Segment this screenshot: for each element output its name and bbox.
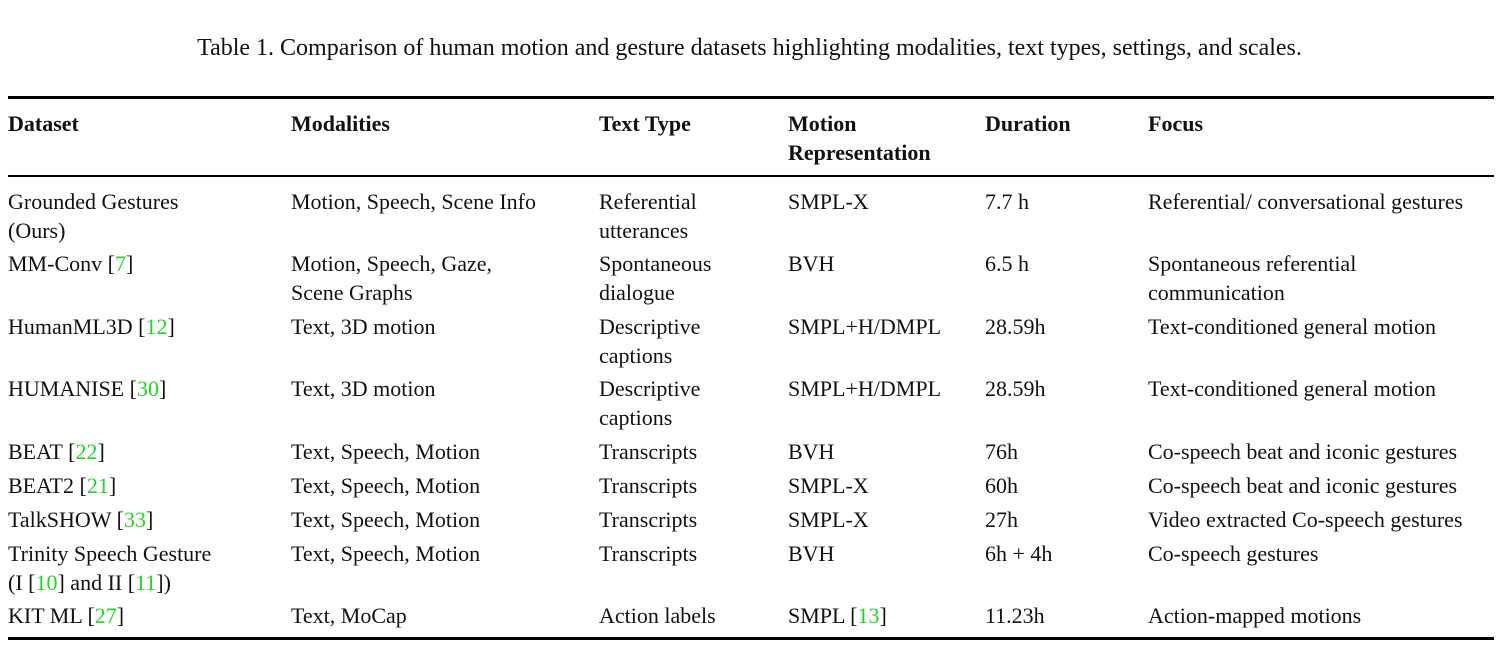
- table-row-focus: Referential/ conversational gestures: [1148, 189, 1464, 214]
- table-row-dataset: Trinity Speech Gesture (I [10] and II [1…: [8, 539, 211, 597]
- header-rule: [8, 175, 1494, 177]
- table-row-focus: Action-mapped motions: [1148, 603, 1362, 628]
- table-row-duration: 27h: [985, 507, 1018, 532]
- table-row-modalities: Text, MoCap: [291, 603, 407, 628]
- table-row-text-type: Action labels: [599, 603, 716, 628]
- table-row-text-type: Descriptive captions: [599, 312, 700, 370]
- table-row-dataset: TalkSHOW [33]: [8, 507, 154, 532]
- table-row-dataset: BEAT2 [21]: [8, 473, 117, 498]
- top-rule: [8, 96, 1494, 99]
- header-motion-line1: Motion: [788, 111, 857, 136]
- table-row-focus: Spontaneous referential communication: [1148, 249, 1356, 307]
- citation-link[interactable]: 10: [35, 570, 58, 595]
- table-caption: Table 1. Comparison of human motion and …: [197, 35, 1302, 61]
- citation-link[interactable]: 22: [75, 439, 98, 464]
- dataset-line: Trinity Speech Gesture: [8, 541, 212, 566]
- citation-link[interactable]: 30: [136, 376, 159, 401]
- header-modalities: Modalities: [291, 111, 390, 136]
- table-row-text-type: Transcripts: [599, 541, 698, 566]
- table-row-motion-rep: BVH: [788, 541, 835, 566]
- dataset-line: (I [10] and II [11]): [8, 570, 171, 595]
- table-row-duration: 28.59h: [985, 314, 1046, 339]
- table-row-duration: 11.23h: [985, 603, 1045, 628]
- table-row-modalities: Text, Speech, Motion: [291, 439, 481, 464]
- table-row-motion-rep: SMPL-X: [788, 507, 869, 532]
- modalities-line: Motion, Speech, Gaze,: [291, 251, 492, 276]
- citation-link[interactable]: 7: [114, 251, 126, 276]
- table-row-text-type: Transcripts: [599, 473, 698, 498]
- table-row-duration: 6h + 4h: [985, 541, 1053, 566]
- table-row-duration: 60h: [985, 473, 1018, 498]
- table-row-focus: Co-speech beat and iconic gestures: [1148, 473, 1458, 498]
- modalities-line: Scene Graphs: [291, 280, 413, 305]
- citation-link[interactable]: 13: [857, 603, 880, 628]
- table-row-text-type: Spontaneous dialogue: [599, 249, 711, 307]
- header-text-type: Text Type: [599, 111, 691, 136]
- table-row-duration: 6.5 h: [985, 251, 1029, 276]
- header-motion-line2: Representation: [788, 140, 931, 165]
- header-dataset: Dataset: [8, 111, 79, 136]
- table-row-dataset: BEAT [22]: [8, 439, 105, 464]
- text-type-line: captions: [599, 343, 673, 368]
- text-type-line: utterances: [599, 218, 689, 243]
- table-row-modalities: Motion, Speech, Gaze, Scene Graphs: [291, 249, 492, 307]
- text-type-line: captions: [599, 405, 673, 430]
- citation-link[interactable]: 12: [145, 314, 168, 339]
- table-row-duration: 28.59h: [985, 376, 1046, 401]
- table-row-focus: Video extracted Co-speech gestures: [1148, 507, 1463, 532]
- focus-line: communication: [1148, 280, 1285, 305]
- table-row-focus: Co-speech gestures: [1148, 541, 1319, 566]
- table-row-motion-rep: SMPL-X: [788, 473, 869, 498]
- citation-link[interactable]: 21: [86, 473, 109, 498]
- table-row-motion-rep: BVH: [788, 251, 835, 276]
- dataset-line: Grounded Gestures: [8, 189, 179, 214]
- table-row-duration: 7.7 h: [985, 189, 1029, 214]
- bottom-rule: [8, 637, 1494, 640]
- citation-link[interactable]: 11: [135, 570, 157, 595]
- table-row-text-type: Transcripts: [599, 507, 698, 532]
- table-row-focus: Text-conditioned general motion: [1148, 314, 1437, 339]
- table-row-motion-rep: SMPL [13]: [788, 603, 887, 628]
- text-type-line: Descriptive: [599, 314, 701, 339]
- citation-link[interactable]: 27: [94, 603, 117, 628]
- header-motion-representation: Motion Representation: [788, 109, 931, 167]
- text-type-line: Spontaneous: [599, 251, 712, 276]
- table-row-duration: 76h: [985, 439, 1018, 464]
- text-type-line: dialogue: [599, 280, 675, 305]
- table-row-dataset: HumanML3D [12]: [8, 314, 175, 339]
- table-row-dataset: MM-Conv [7]: [8, 251, 134, 276]
- table-row-modalities: Text, 3D motion: [291, 314, 436, 339]
- table-row-modalities: Text, 3D motion: [291, 376, 436, 401]
- table-row-dataset: Grounded Gestures (Ours): [8, 187, 178, 245]
- table-row-motion-rep: SMPL-X: [788, 189, 869, 214]
- table-row-text-type: Descriptive captions: [599, 374, 700, 432]
- table-row-motion-rep: BVH: [788, 439, 835, 464]
- table-row-motion-rep: SMPL+H/DMPL: [788, 314, 942, 339]
- text-type-line: Referential: [599, 189, 697, 214]
- table-row-dataset: HUMANISE [30]: [8, 376, 167, 401]
- table-row-text-type: Referential utterances: [599, 187, 697, 245]
- table-row-modalities: Text, Speech, Motion: [291, 473, 481, 498]
- text-type-line: Descriptive: [599, 376, 701, 401]
- table-row-focus: Co-speech beat and iconic gestures: [1148, 439, 1458, 464]
- table-row-focus: Text-conditioned general motion: [1148, 376, 1437, 401]
- citation-link[interactable]: 33: [123, 507, 146, 532]
- focus-line: Spontaneous referential: [1148, 251, 1357, 276]
- header-focus: Focus: [1148, 111, 1203, 136]
- table-row-text-type: Transcripts: [599, 439, 698, 464]
- table-row-motion-rep: SMPL+H/DMPL: [788, 376, 942, 401]
- header-duration: Duration: [985, 111, 1071, 136]
- dataset-line: (Ours): [8, 218, 66, 243]
- table-row-dataset: KIT ML [27]: [8, 603, 125, 628]
- table-row-modalities: Text, Speech, Motion: [291, 541, 481, 566]
- table-row-modalities: Text, Speech, Motion: [291, 507, 481, 532]
- table-row-modalities: Motion, Speech, Scene Info: [291, 189, 536, 214]
